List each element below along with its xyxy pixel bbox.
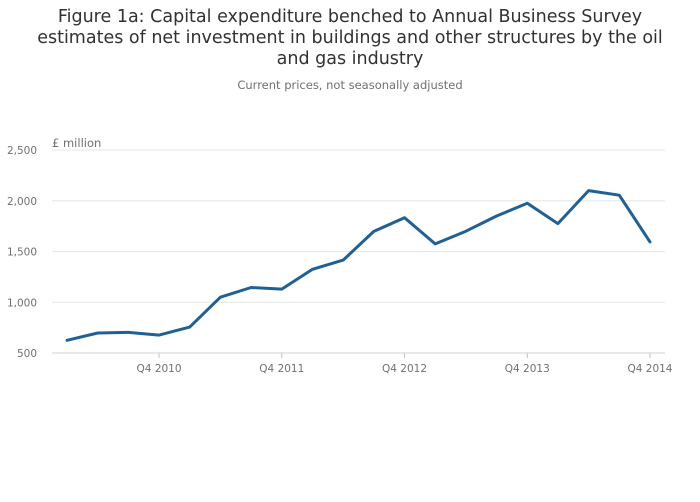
y-tick-label: 2,500 [7,145,37,157]
x-axis-ticks: Q4 2010 Q4 2011 Q4 2012 Q4 2013 Q4 2014 [137,353,673,375]
data-point [649,240,652,243]
data-point [372,230,375,233]
data-point [495,214,498,217]
data-point [96,332,99,335]
chart-title: Figure 1a: Capital expenditure benched t… [37,7,663,69]
data-point [556,222,559,225]
data-point [342,259,345,262]
y-tick-label: 1,500 [7,247,37,259]
data-point [158,334,161,337]
data-point [464,230,467,233]
x-tick-label: Q4 2012 [382,363,427,375]
data-point [188,326,191,329]
y-tick-label: 500 [17,348,37,360]
data-point [280,288,283,291]
data-point [587,189,590,192]
chart-subtitle: Current prices, not seasonally adjusted [237,78,463,92]
series-line-0 [65,189,652,342]
data-point [127,331,130,334]
data-point [403,216,406,219]
data-point [66,339,69,342]
y-tick-label: 2,000 [7,196,37,208]
series-lines [65,189,652,342]
x-tick-label: Q4 2014 [627,363,672,375]
y-tick-label: 1,000 [7,297,37,309]
data-point [219,296,222,299]
x-tick-label: Q4 2010 [137,363,182,375]
y-axis-label: £ million [52,136,101,150]
data-point [434,242,437,245]
data-point [311,268,314,271]
grid-lines [52,149,665,303]
y-axis-ticks: 500 1,000 1,500 2,000 2,500 [7,145,37,360]
x-tick-label: Q4 2011 [259,363,304,375]
data-point [526,202,529,205]
data-point [618,194,621,197]
data-point [250,286,253,289]
x-tick-label: Q4 2013 [505,363,550,375]
